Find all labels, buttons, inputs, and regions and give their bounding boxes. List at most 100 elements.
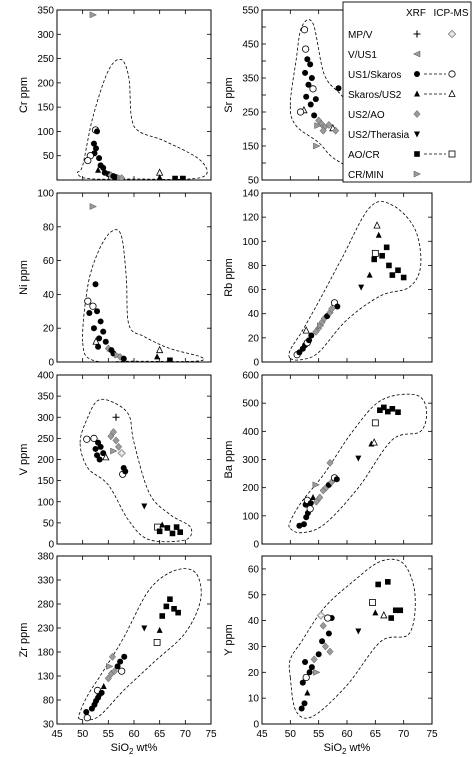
data-point [328, 304, 336, 313]
legend-label: Skaros/US2 [348, 90, 402, 101]
data-point [380, 611, 388, 619]
data-point [355, 628, 362, 635]
legend-row: Skaros/US2 [348, 89, 456, 101]
legend-header-icpms: ICP-MS [434, 8, 469, 19]
chart-panel-6: 0 100 200 300 400 500 600 Ba ppm [223, 371, 433, 551]
data-point [395, 267, 401, 274]
data-point [300, 521, 307, 528]
data-point [104, 674, 112, 683]
data-point [100, 164, 107, 171]
y-tick-label: 100 [37, 497, 54, 508]
data-point [164, 525, 171, 531]
data-point [319, 126, 327, 135]
y-tick-label: 600 [242, 371, 259, 382]
data-point [112, 413, 120, 421]
legend-label: MP/V [348, 30, 373, 41]
data-point [97, 318, 104, 325]
data-point [312, 497, 320, 506]
y-tick-label: 100 [242, 511, 259, 522]
data-point [118, 667, 126, 675]
data-point [377, 407, 383, 414]
data-point [335, 85, 342, 92]
data-point [389, 272, 396, 278]
data-point [156, 174, 163, 180]
x-tick-label: 65 [154, 729, 166, 740]
y-tick-label: 250 [37, 434, 54, 445]
data-point [388, 615, 394, 621]
data-point [98, 689, 105, 696]
y-tick-label: 20 [248, 333, 260, 344]
data-point [302, 69, 309, 76]
data-point [326, 458, 334, 467]
data-point [309, 85, 317, 93]
envelope-outline [82, 229, 205, 362]
data-point [302, 658, 309, 665]
data-point [306, 669, 313, 676]
data-point [83, 709, 90, 715]
data-point [304, 689, 311, 696]
x-tick-label: 75 [205, 729, 217, 740]
y-tick-label: 50 [43, 518, 55, 529]
plot-frame [261, 374, 433, 545]
data-point [366, 271, 373, 278]
x-tick-label: 75 [426, 729, 438, 740]
data-point [94, 308, 101, 315]
y-tick-label: 330 [37, 576, 54, 587]
data-point [312, 481, 320, 489]
data-point [375, 581, 381, 588]
data-point [179, 175, 186, 180]
legend-xrf-symbol [413, 110, 421, 118]
y-tick-label: 50 [248, 176, 260, 187]
legend-row: AO/CR [348, 150, 456, 161]
legend-label: AO/CR [348, 150, 380, 161]
data-point [156, 345, 164, 354]
y-tick-label: 40 [248, 616, 260, 627]
data-points [83, 413, 183, 537]
data-point [304, 56, 311, 63]
data-point [324, 614, 332, 622]
chart-panel-3: 0 20 40 60 80 100 Ni ppm [18, 189, 212, 369]
y-tick-label: 20 [248, 668, 260, 679]
y-tick-label: 150 [37, 476, 54, 487]
data-point [306, 337, 313, 344]
y-tick-label: 30 [43, 720, 55, 731]
x-axis-label: SiO2 wt% [324, 742, 371, 756]
legend-xrf-symbol [414, 151, 420, 157]
y-tick-label: 40 [248, 309, 260, 320]
data-point [156, 626, 163, 633]
data-point [370, 438, 378, 446]
legend-rows: MP/V V/US1 US1/Skaros Skaros/US2 US2/AO US2/T… [348, 29, 457, 181]
data-point [389, 406, 396, 412]
y-tick-label: 0 [48, 358, 54, 369]
y-axis-label: V ppm [18, 444, 30, 476]
y-tick-label: 150 [37, 103, 54, 114]
data-point [307, 61, 314, 68]
data-point [163, 603, 170, 610]
data-point [117, 658, 124, 665]
x-tick-label: 55 [103, 729, 115, 740]
data-points [296, 404, 401, 529]
y-tick-label: 0 [48, 540, 54, 551]
y-tick-label: 120 [242, 213, 259, 224]
data-point [112, 436, 120, 445]
data-point [118, 174, 126, 180]
data-point [84, 297, 92, 305]
y-tick-label: 60 [43, 256, 55, 267]
data-point [159, 521, 166, 528]
chart-panel-4: 0 20 40 60 80 100 120 140 Rb ppm [223, 189, 433, 369]
data-point [303, 93, 310, 100]
data-point [95, 166, 102, 173]
envelope-outline [76, 58, 208, 180]
chart-panel-7: 30 80 130 180 230 280 330 380 45 50 55 60 65 70 75 Zr p… [18, 552, 217, 741]
x-tick-label: 60 [128, 729, 140, 740]
data-point [169, 530, 176, 537]
y-tick-label: 80 [43, 696, 55, 707]
legend-label: CR/MIN [348, 170, 384, 181]
data-point [83, 435, 91, 443]
y-tick-label: 300 [37, 30, 54, 41]
plot-frame [261, 555, 433, 725]
data-point [333, 476, 340, 483]
data-point [373, 221, 381, 229]
y-tick-label: 230 [37, 624, 54, 635]
data-point [167, 596, 173, 602]
